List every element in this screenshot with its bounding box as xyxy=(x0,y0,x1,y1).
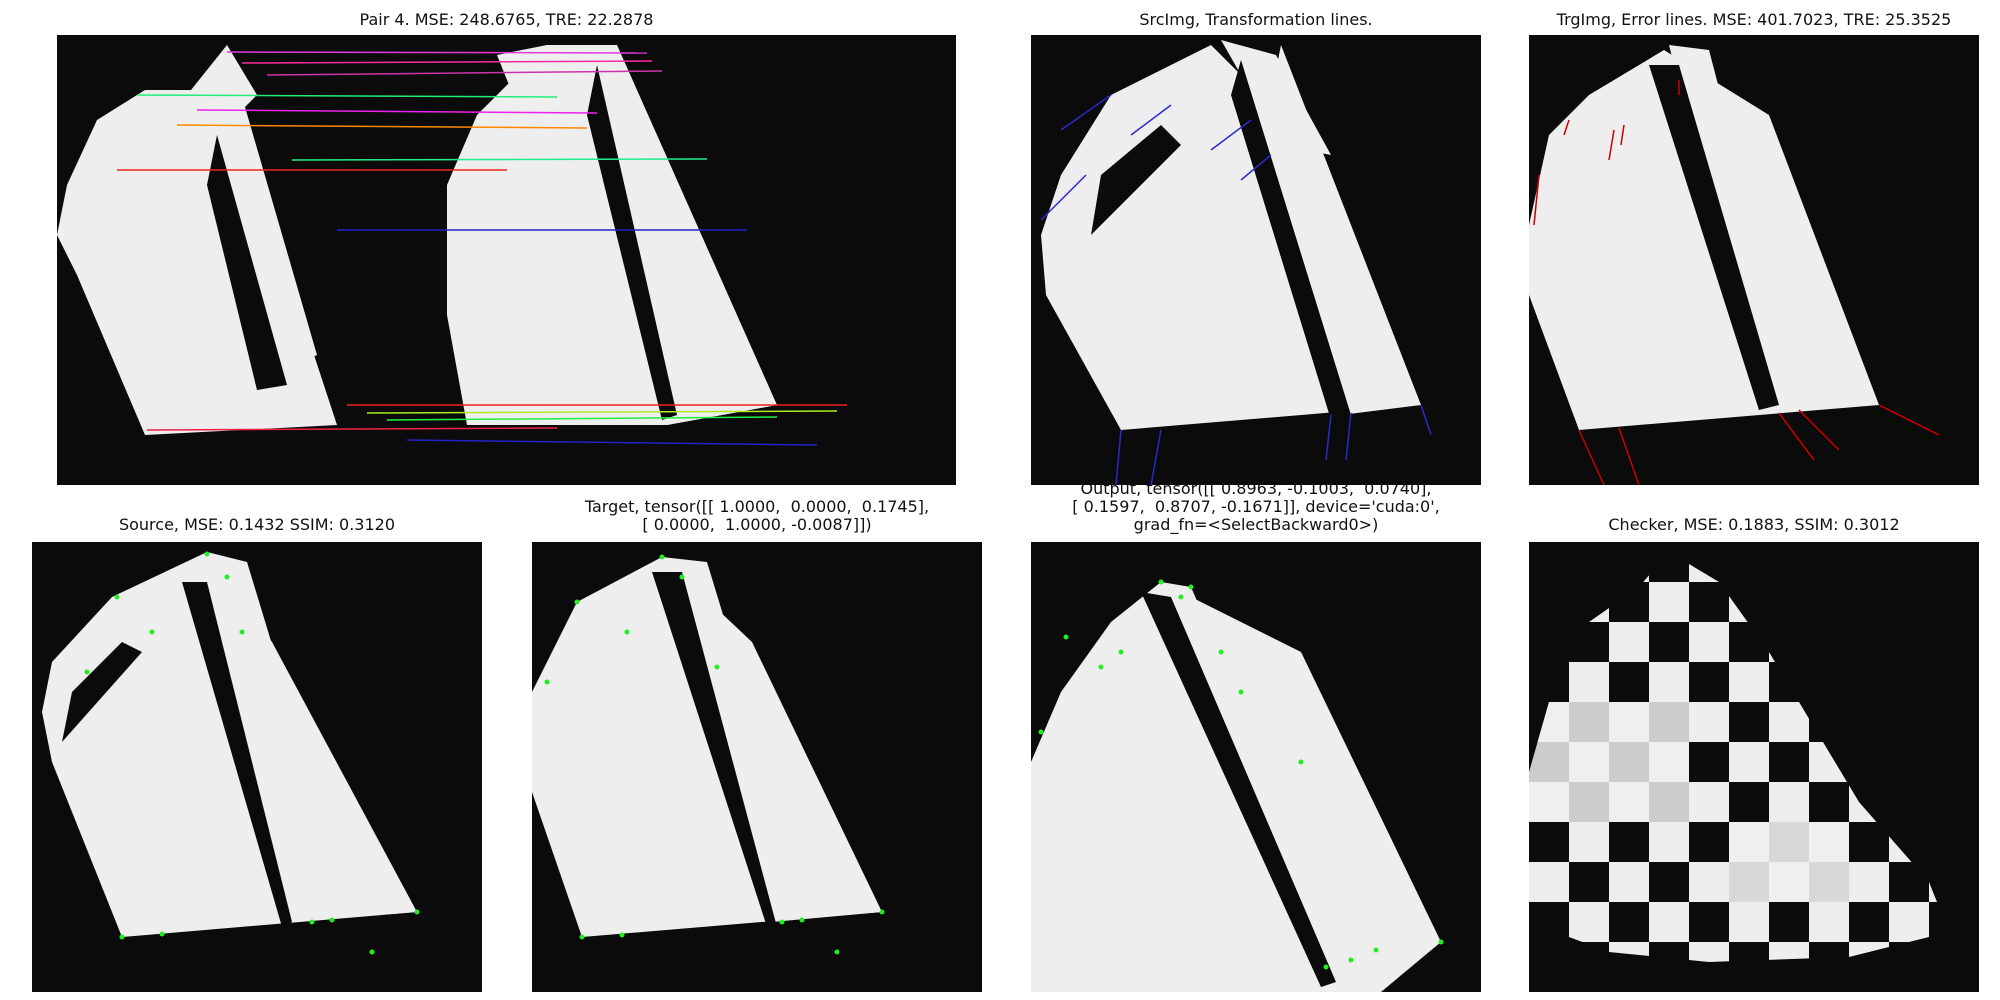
pair-panel xyxy=(57,35,956,485)
trgimg-canvas xyxy=(1529,45,1940,485)
pair-title: Pair 4. MSE: 248.6765, TRE: 22.2878 xyxy=(359,10,654,29)
trgimg-title: TrgImg, Error lines. MSE: 401.7023, TRE:… xyxy=(1556,10,1952,29)
output-canvas xyxy=(1031,579,1444,992)
target-canvas xyxy=(532,554,885,955)
srcimg-panel xyxy=(1031,35,1481,485)
target-title-line1: Target, tensor([[ 1.0000, 0.0000, 0.1745… xyxy=(584,497,930,516)
checker-panel xyxy=(1529,542,1979,992)
output-title-line3: grad_fn=<SelectBackward0>) xyxy=(1133,515,1379,534)
pair-canvas xyxy=(57,45,847,446)
trgimg-panel xyxy=(1529,35,1979,485)
source-canvas xyxy=(42,551,420,955)
checker-canvas xyxy=(1529,542,1979,992)
target-title-line2: [ 0.0000, 1.0000, -0.0087]]) xyxy=(642,515,872,534)
source-title: Source, MSE: 0.1432 SSIM: 0.3120 xyxy=(118,515,396,534)
checker-title: Checker, MSE: 0.1883, SSIM: 0.3012 xyxy=(1608,515,1900,534)
srcimg-title: SrcImg, Transformation lines. xyxy=(1139,10,1373,29)
target-panel xyxy=(532,542,982,992)
source-panel xyxy=(32,542,482,992)
output-panel xyxy=(1031,542,1481,992)
srcimg-canvas xyxy=(1040,40,1432,485)
output-title-line2: [ 0.1597, 0.8707, -0.1671]], device='cud… xyxy=(1072,497,1440,516)
